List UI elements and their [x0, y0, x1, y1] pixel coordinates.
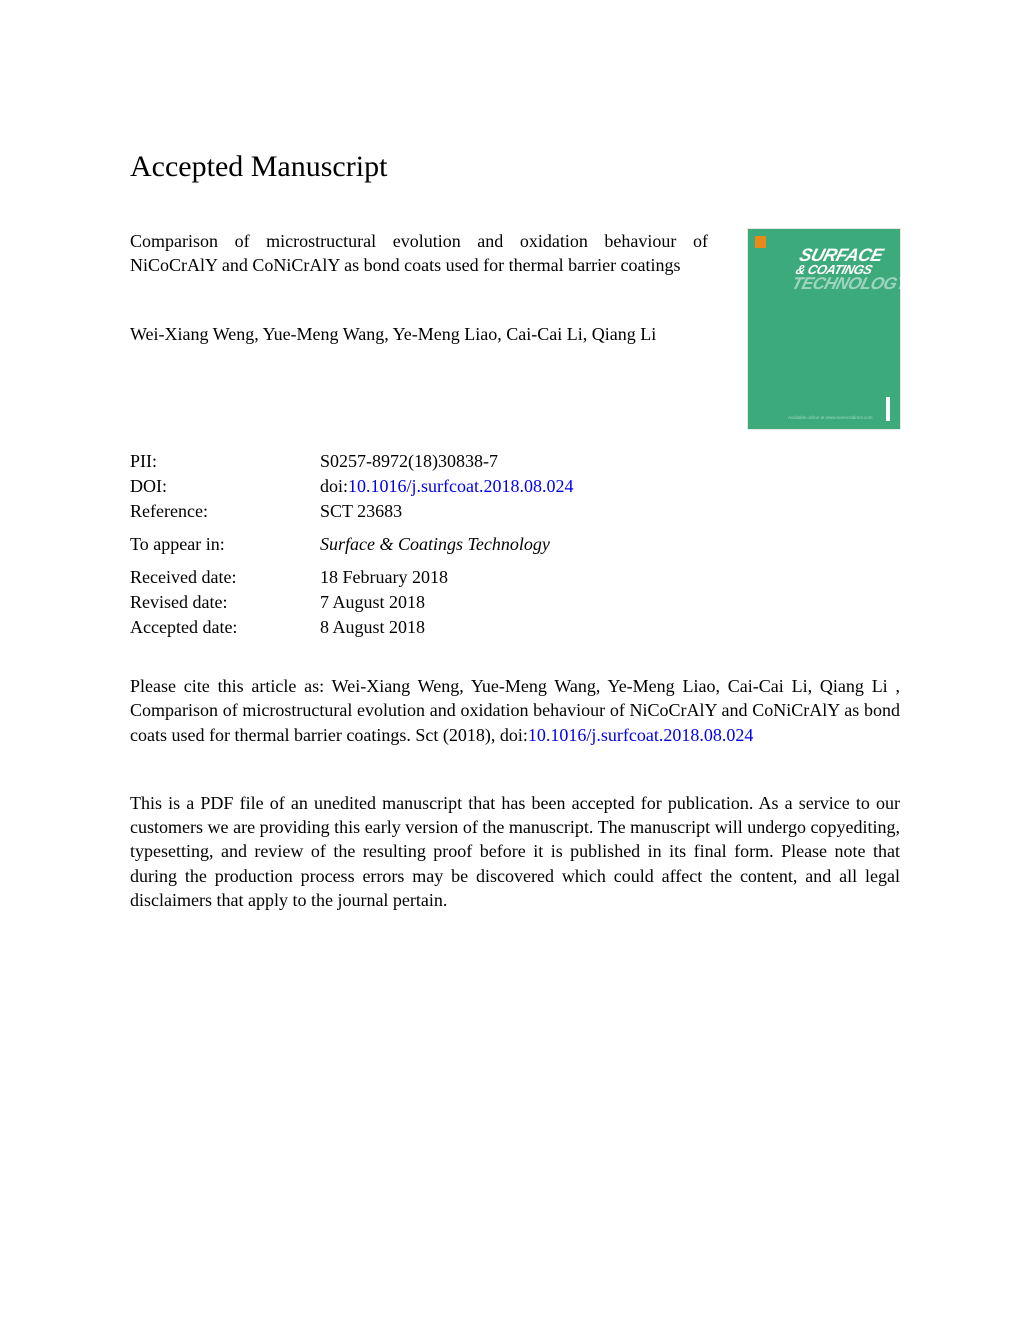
- doi-link[interactable]: 10.1016/j.surfcoat.2018.08.024: [348, 476, 573, 496]
- revised-value: 7 August 2018: [320, 590, 574, 615]
- disclaimer-text: This is a PDF file of an unedited manusc…: [130, 791, 900, 912]
- pii-label: PII:: [130, 449, 320, 474]
- table-row: PII: S0257-8972(18)30838-7: [130, 449, 574, 474]
- doi-value: doi:10.1016/j.surfcoat.2018.08.024: [320, 474, 574, 499]
- cover-line-3: TECHNOLOGY: [790, 276, 890, 292]
- header-text-block: Comparison of microstructural evolution …: [130, 229, 708, 429]
- citation-doi-link[interactable]: 10.1016/j.surfcoat.2018.08.024: [528, 725, 753, 745]
- accepted-value: 8 August 2018: [320, 615, 574, 640]
- cover-small-text: Available online at www.sciencedirect.co…: [788, 415, 872, 420]
- reference-label: Reference:: [130, 499, 320, 524]
- table-row: Revised date: 7 August 2018: [130, 590, 574, 615]
- table-row: Reference: SCT 23683: [130, 499, 574, 524]
- journal-cover: SURFACE & COATINGS TECHNOLOGY Available …: [748, 229, 900, 429]
- doi-prefix: doi:: [320, 476, 348, 496]
- citation-block: Please cite this article as: Wei-Xiang W…: [130, 674, 900, 747]
- article-authors: Wei-Xiang Weng, Yue-Meng Wang, Ye-Meng L…: [130, 322, 708, 346]
- header-row: Comparison of microstructural evolution …: [130, 229, 900, 429]
- citation-text: Please cite this article as: Wei-Xiang W…: [130, 676, 900, 745]
- journal-cover-title: SURFACE & COATINGS TECHNOLOGY: [790, 247, 898, 293]
- article-title: Comparison of microstructural evolution …: [130, 229, 708, 278]
- page-heading: Accepted Manuscript: [130, 150, 900, 184]
- doi-label: DOI:: [130, 474, 320, 499]
- received-label: Received date:: [130, 557, 320, 590]
- journal-name: Surface & Coatings Technology: [320, 524, 574, 557]
- table-row: DOI: doi:10.1016/j.surfcoat.2018.08.024: [130, 474, 574, 499]
- table-row: To appear in: Surface & Coatings Technol…: [130, 524, 574, 557]
- cover-tab-icon: [886, 397, 890, 421]
- manuscript-page: Accepted Manuscript Comparison of micros…: [0, 0, 1020, 912]
- pii-value: S0257-8972(18)30838-7: [320, 449, 574, 474]
- table-row: Received date: 18 February 2018: [130, 557, 574, 590]
- table-row: Accepted date: 8 August 2018: [130, 615, 574, 640]
- revised-label: Revised date:: [130, 590, 320, 615]
- received-value: 18 February 2018: [320, 557, 574, 590]
- reference-value: SCT 23683: [320, 499, 574, 524]
- metadata-table: PII: S0257-8972(18)30838-7 DOI: doi:10.1…: [130, 449, 574, 640]
- publisher-logo-icon: [755, 236, 766, 248]
- accepted-label: Accepted date:: [130, 615, 320, 640]
- appear-label: To appear in:: [130, 524, 320, 557]
